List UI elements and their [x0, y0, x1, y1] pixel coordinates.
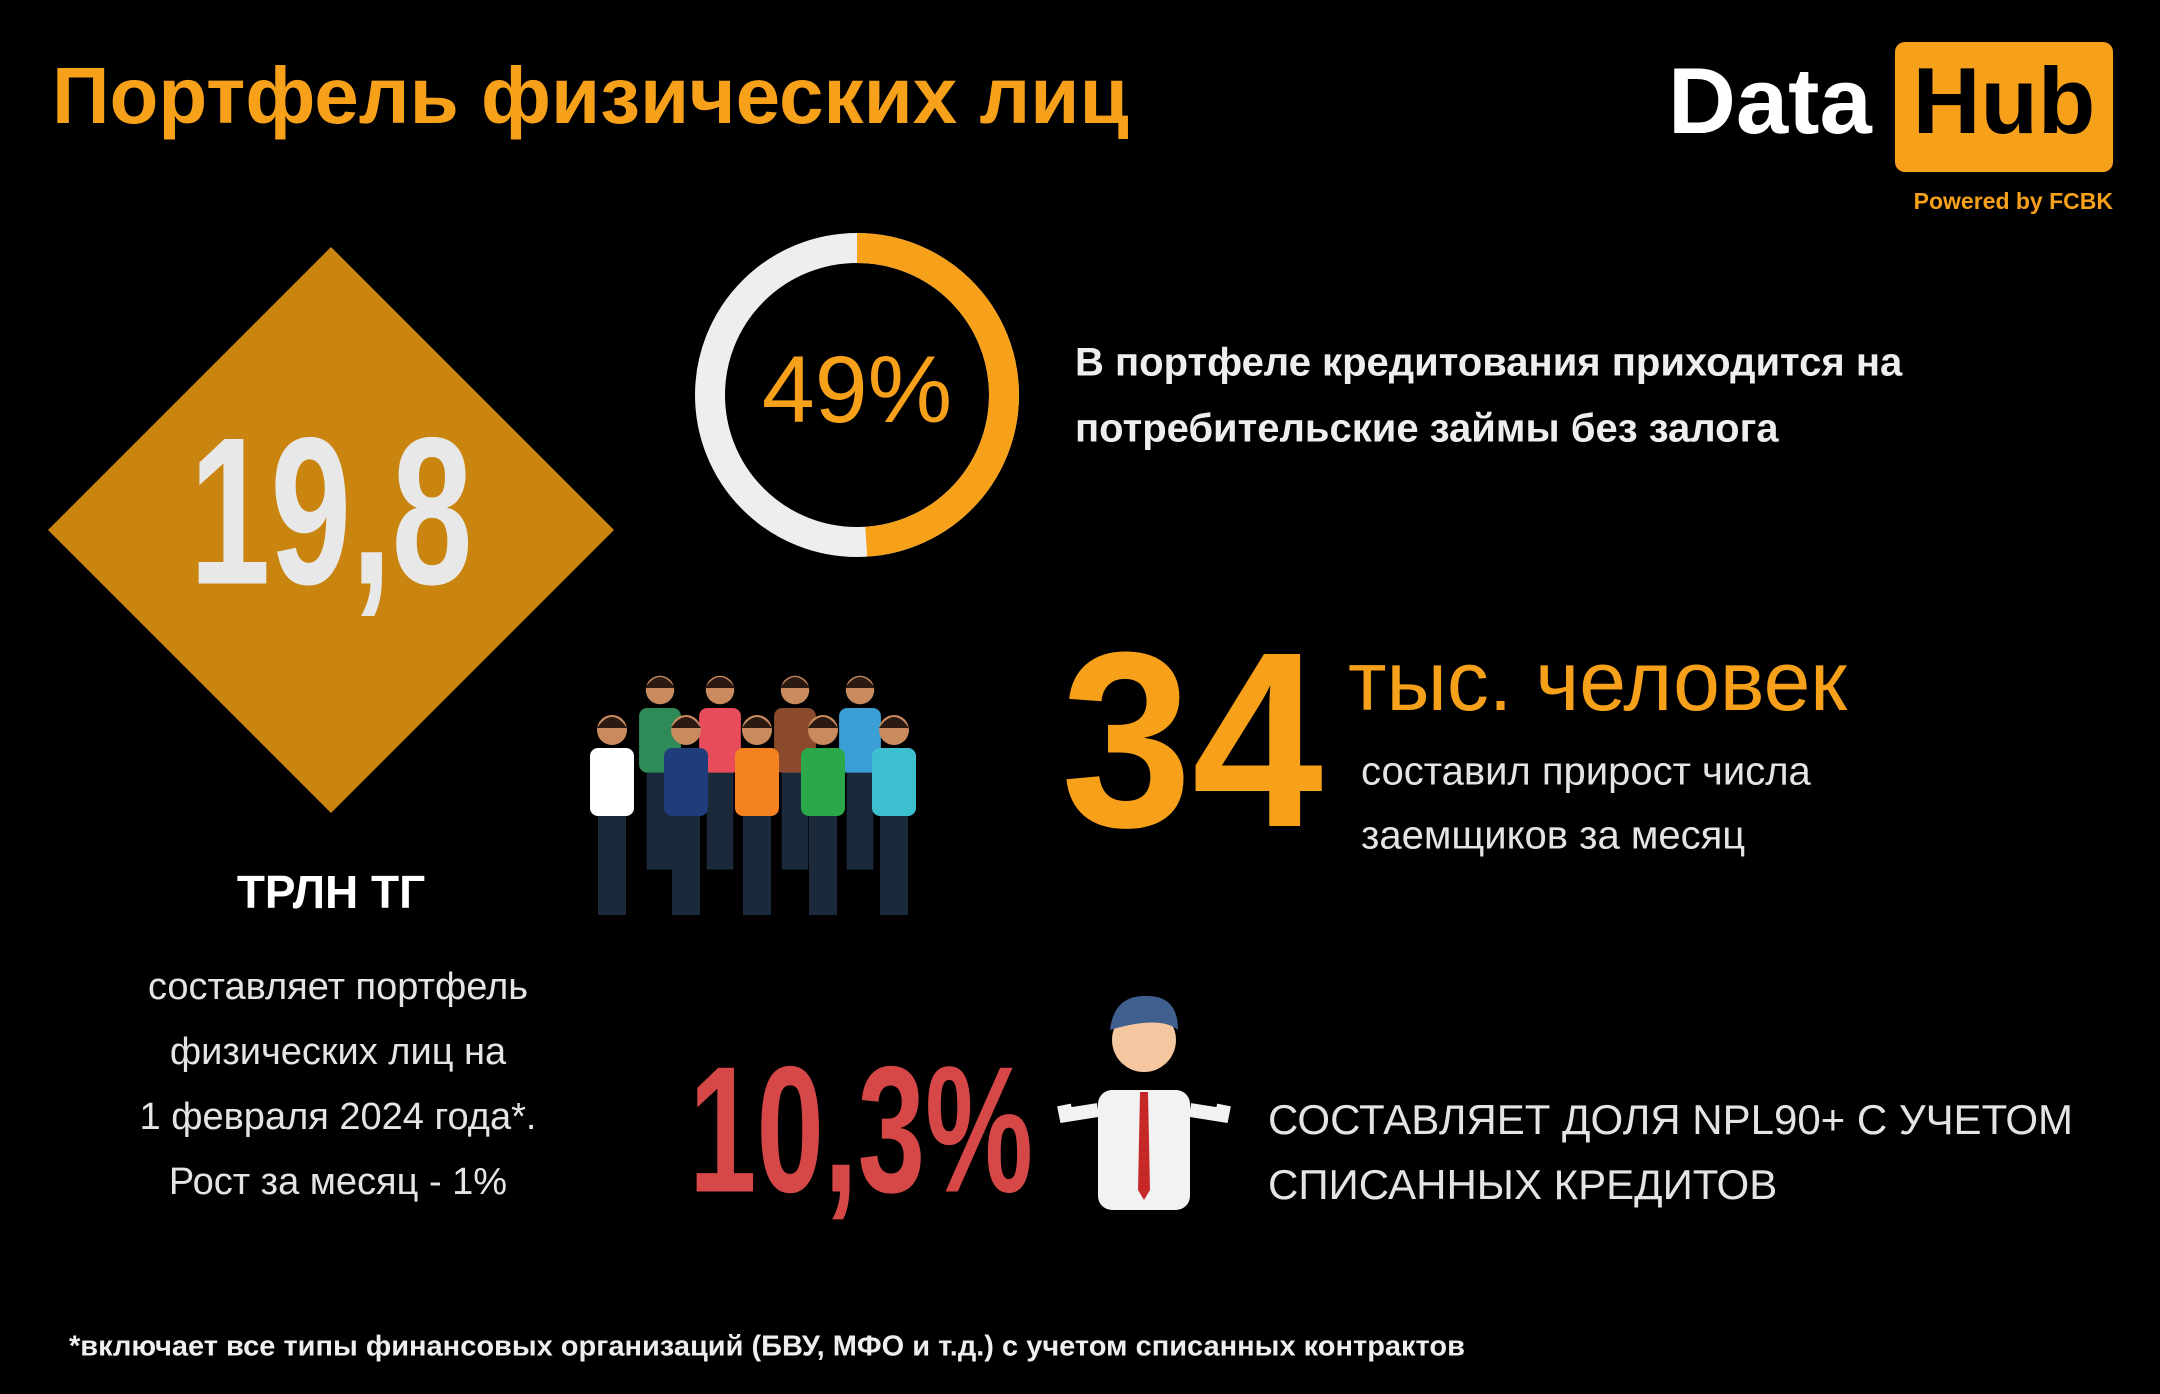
person-legs: [706, 765, 734, 870]
person-legs: [846, 765, 874, 870]
people-illustration: [590, 675, 916, 915]
person-hair: [597, 717, 627, 728]
ring-label: 49%: [762, 337, 952, 443]
person-legs: [880, 805, 908, 915]
person-legs: [672, 805, 700, 915]
description-line: составил прирост числа: [1361, 750, 1812, 794]
portfolio-unit: ТРЛН ТГ: [237, 866, 425, 918]
person-hair: [845, 677, 875, 688]
description-line: 1 февраля 2024 года*.: [140, 1096, 537, 1138]
borrowers-amount: 34: [1061, 600, 1323, 879]
person-hair: [742, 717, 772, 728]
logo-box: [1895, 42, 2113, 172]
description-line: физических лиц на: [170, 1031, 507, 1073]
description-line: СПИСАННЫХ КРЕДИТОВ: [1268, 1161, 1777, 1208]
person-body: [590, 748, 634, 816]
person-hair: [808, 717, 838, 728]
person-body: [699, 708, 741, 773]
npl-amount: 10,3%: [689, 1030, 1033, 1231]
logo-sub: Powered by FCBK: [1914, 188, 2114, 214]
person-body: [735, 748, 779, 816]
person-hair: [645, 677, 675, 688]
description-line: Рост за месяц - 1%: [169, 1161, 507, 1203]
description-line: СОСТАВЛЯЕТ ДОЛЯ NPL90+ С УЧЕТОМ: [1268, 1096, 2073, 1143]
ring-arc: [856, 233, 1019, 557]
description-line: заемщиков за месяц: [1361, 814, 1745, 858]
person-hair: [879, 717, 909, 728]
logo-data: Data: [1668, 48, 1872, 153]
person-legs: [809, 805, 837, 915]
person-body: [839, 708, 881, 773]
logo-hub: Hub: [1913, 48, 2096, 153]
person-hair: [671, 717, 701, 728]
person-hair: [780, 677, 810, 688]
person-legs: [743, 805, 771, 915]
title: Портфель физических лиц: [52, 51, 1129, 140]
portfolio-amount: 19,8: [190, 393, 473, 628]
borrowers-unit: тыс. человек: [1348, 634, 1848, 728]
person-hair: [705, 677, 735, 688]
person-legs: [598, 805, 626, 915]
person-body: [801, 748, 845, 816]
description-line: составляет портфель: [148, 966, 528, 1008]
person-body: [872, 748, 916, 816]
person-icon: [1057, 995, 1231, 1210]
description-line: В портфеле кредитования приходится на: [1075, 341, 1903, 385]
footnote: *включает все типы финансовых организаци…: [69, 1331, 1465, 1363]
description-line: потребительские займы без залога: [1075, 407, 1779, 451]
diamond: [48, 247, 614, 813]
person-body: [664, 748, 708, 816]
